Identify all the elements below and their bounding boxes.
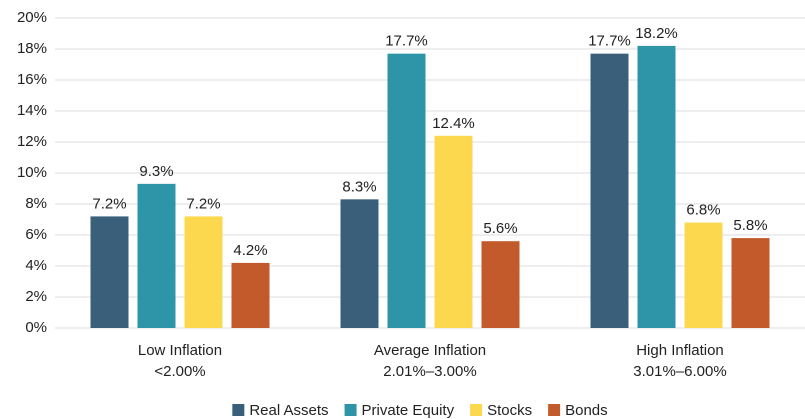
bar xyxy=(731,238,770,328)
x-tick-label: Average Inflation xyxy=(374,342,486,359)
x-tick-label: 2.01%–3.00% xyxy=(383,363,476,380)
y-tick-label: 6% xyxy=(25,226,47,243)
y-tick-label: 2% xyxy=(25,288,47,305)
data-label: 5.6% xyxy=(483,220,517,237)
bar xyxy=(340,199,379,328)
x-tick-label: 3.01%–6.00% xyxy=(633,363,726,380)
data-label: 6.8% xyxy=(686,202,720,219)
bar xyxy=(137,183,176,328)
data-label: 4.2% xyxy=(233,242,267,259)
data-label: 9.3% xyxy=(139,163,173,180)
bar xyxy=(184,216,223,328)
data-label: 7.2% xyxy=(92,195,126,212)
y-tick-label: 10% xyxy=(17,164,47,181)
y-tick-label: 0% xyxy=(25,319,47,336)
bar xyxy=(90,216,129,328)
x-tick-label: <2.00% xyxy=(154,363,205,380)
y-tick-label: 8% xyxy=(25,195,47,212)
bar xyxy=(684,222,723,328)
legend-swatch xyxy=(548,404,561,416)
y-tick-label: 14% xyxy=(17,102,47,119)
legend-swatch xyxy=(344,404,357,416)
legend-swatch xyxy=(470,404,483,416)
data-label: 8.3% xyxy=(342,178,376,195)
bar xyxy=(231,262,270,328)
x-tick-label: High Inflation xyxy=(636,342,724,359)
data-label: 18.2% xyxy=(635,25,678,42)
data-label: 12.4% xyxy=(432,115,475,132)
bar xyxy=(387,53,426,329)
legend-label: Private Equity xyxy=(362,402,455,419)
y-tick-label: 12% xyxy=(17,133,47,150)
x-tick-label: Low Inflation xyxy=(138,342,222,359)
legend-swatch xyxy=(232,404,245,416)
y-tick-label: 16% xyxy=(17,71,47,88)
data-label: 5.8% xyxy=(733,217,767,234)
data-label: 7.2% xyxy=(186,195,220,212)
legend-label: Bonds xyxy=(565,402,608,419)
data-label: 17.7% xyxy=(588,33,631,50)
bar xyxy=(481,241,520,328)
y-tick-label: 4% xyxy=(25,257,47,274)
bar xyxy=(434,135,473,328)
bar xyxy=(637,45,676,329)
y-tick-label: 20% xyxy=(17,9,47,26)
bar xyxy=(590,53,629,329)
legend-label: Real Assets xyxy=(249,402,328,419)
y-tick-label: 18% xyxy=(17,40,47,57)
data-label: 17.7% xyxy=(385,33,428,50)
legend-label: Stocks xyxy=(487,402,532,419)
